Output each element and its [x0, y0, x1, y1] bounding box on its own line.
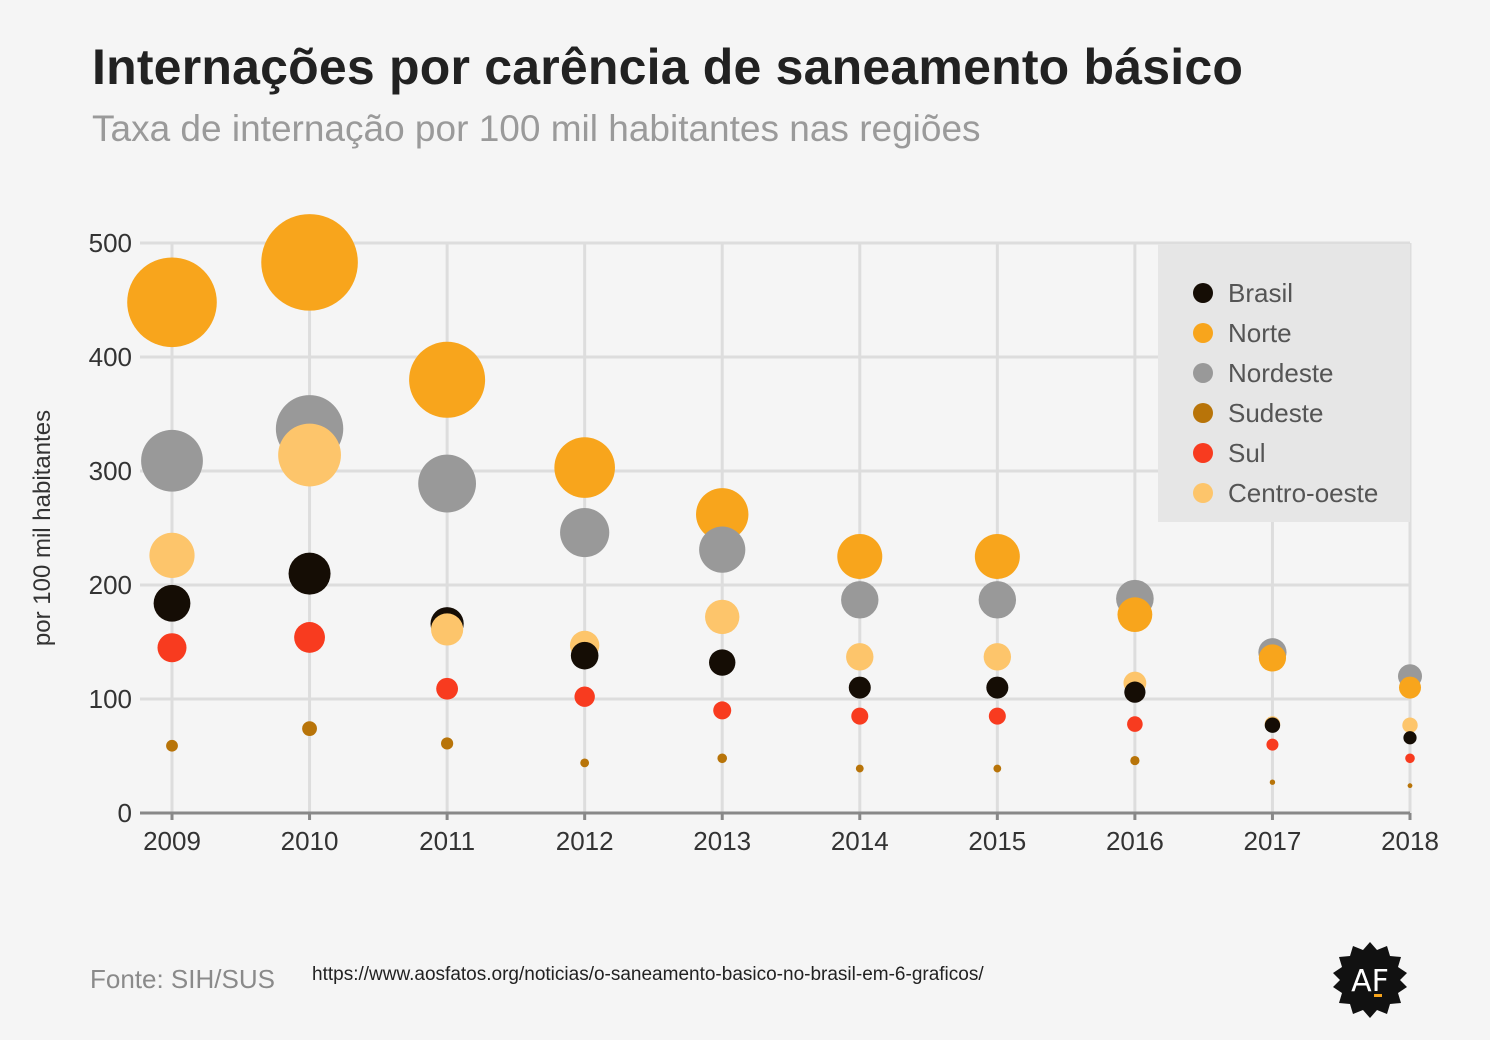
bubble-sudeste: [166, 739, 178, 752]
legend-swatch: [1193, 403, 1213, 423]
bubble-norte: [1399, 676, 1421, 699]
bubble-centro-oeste: [705, 599, 740, 635]
bubble-centro-oeste: [983, 643, 1012, 671]
chart-title: Internações por carência de saneamento b…: [92, 39, 1244, 95]
bubble-sudeste: [302, 721, 317, 737]
bubble-sul: [1266, 738, 1279, 751]
bubble-norte: [554, 437, 615, 498]
x-tick-label: 2009: [143, 826, 201, 856]
bubble-sudeste: [441, 737, 454, 750]
bubble-nordeste: [418, 454, 477, 513]
bubble-brasil: [153, 584, 191, 622]
x-tick-label: 2016: [1106, 826, 1164, 856]
bubbles: [127, 214, 1422, 789]
bubble-sul: [157, 633, 187, 663]
bubble-sul: [988, 707, 1006, 725]
bubble-brasil: [1264, 717, 1281, 733]
bubble-brasil: [1403, 731, 1417, 745]
bubble-sul: [1405, 753, 1415, 764]
y-axis-label: por 100 mil habitantes: [29, 410, 56, 646]
bubble-sul: [1127, 716, 1143, 732]
logo-accent: [1374, 994, 1382, 997]
y-tick-label: 100: [89, 684, 132, 714]
legend-label: Brasil: [1228, 278, 1293, 308]
legend-swatch: [1193, 283, 1213, 303]
legend: Brasil Norte Nordeste Sudeste Sul Centro-oest…: [1193, 278, 1378, 508]
legend-swatch: [1193, 483, 1213, 503]
bubble-centro-oeste: [846, 643, 874, 671]
bubble-nordeste: [141, 429, 203, 492]
x-tick-label: 2010: [281, 826, 339, 856]
bubble-centro-oeste: [149, 532, 195, 578]
bubble-sul: [294, 622, 325, 653]
bubble-centro-oeste: [278, 423, 341, 487]
bubble-norte: [837, 534, 883, 579]
bubble-sudeste: [1130, 755, 1140, 766]
x-tick-label: 2011: [419, 826, 475, 856]
bubble-sul: [574, 686, 595, 707]
bubble-sudeste: [1269, 779, 1276, 785]
legend-label: Sudeste: [1228, 398, 1323, 428]
bubble-brasil: [1124, 681, 1146, 703]
y-tick-label: 400: [89, 342, 132, 372]
bubble-sudeste: [717, 753, 728, 764]
bubble-nordeste: [699, 526, 746, 573]
x-tick-label: 2017: [1244, 826, 1302, 856]
bubble-brasil: [288, 552, 331, 595]
y-tick-label: 500: [89, 228, 132, 258]
bubble-brasil: [986, 676, 1009, 699]
bubble-sul: [713, 701, 732, 720]
bubble-norte: [696, 488, 749, 541]
x-tick-label: 2015: [968, 826, 1026, 856]
y-tick-label: 300: [89, 456, 132, 486]
aosfatos-logo: AF: [1333, 942, 1407, 1018]
bubble-sudeste: [1407, 783, 1413, 789]
y-tick-label: 200: [89, 570, 132, 600]
bubble-nordeste: [978, 581, 1017, 619]
logo-text: AF: [1351, 964, 1389, 999]
bubble-nordeste: [841, 581, 879, 619]
x-tick-label: 2014: [831, 826, 889, 856]
bubble-sudeste: [855, 764, 864, 773]
legend-label: Norte: [1228, 318, 1292, 348]
legend-label: Sul: [1228, 438, 1266, 468]
x-tick-label: 2018: [1381, 826, 1439, 856]
legend-label: Nordeste: [1228, 358, 1334, 388]
bubble-chart: 0 100 200 300 400 500 2009 2010 2011 2012 2013 2014…: [29, 214, 1439, 856]
legend-label: Centro-oeste: [1228, 478, 1378, 508]
bubble-brasil: [709, 649, 736, 676]
bubble-sul: [851, 707, 869, 725]
legend-swatch: [1193, 443, 1213, 463]
bubble-norte: [409, 341, 486, 418]
bubble-centro-oeste: [431, 613, 464, 646]
bubble-brasil: [570, 641, 599, 670]
bubble-sudeste: [993, 764, 1002, 773]
chart-subtitle: Taxa de internação por 100 mil habitante…: [92, 108, 981, 149]
bubble-norte: [974, 534, 1020, 579]
x-tick-label: 2012: [556, 826, 614, 856]
legend-swatch: [1193, 363, 1213, 383]
x-tick-label: 2013: [693, 826, 751, 856]
source-url[interactable]: https://www.aosfatos.org/noticias/o-sane…: [312, 964, 984, 985]
bubble-norte: [1117, 597, 1153, 633]
axes: 0 100 200 300 400 500 2009 2010 2011 2012 2013 2014…: [89, 228, 1439, 856]
bubble-centro-oeste: [1402, 717, 1418, 733]
bubble-norte: [261, 214, 358, 311]
bubble-nordeste: [560, 507, 610, 558]
logo-badge-icon: [1333, 942, 1407, 1018]
legend-swatch: [1193, 323, 1213, 343]
source-note: Fonte: SIH/SUS: [90, 964, 275, 994]
bubble-sul: [436, 677, 459, 700]
y-tick-label: 0: [118, 798, 132, 828]
bubble-brasil: [848, 676, 871, 699]
bubble-sudeste: [580, 758, 590, 768]
bubble-norte: [127, 257, 217, 348]
bubble-norte: [1258, 644, 1287, 672]
